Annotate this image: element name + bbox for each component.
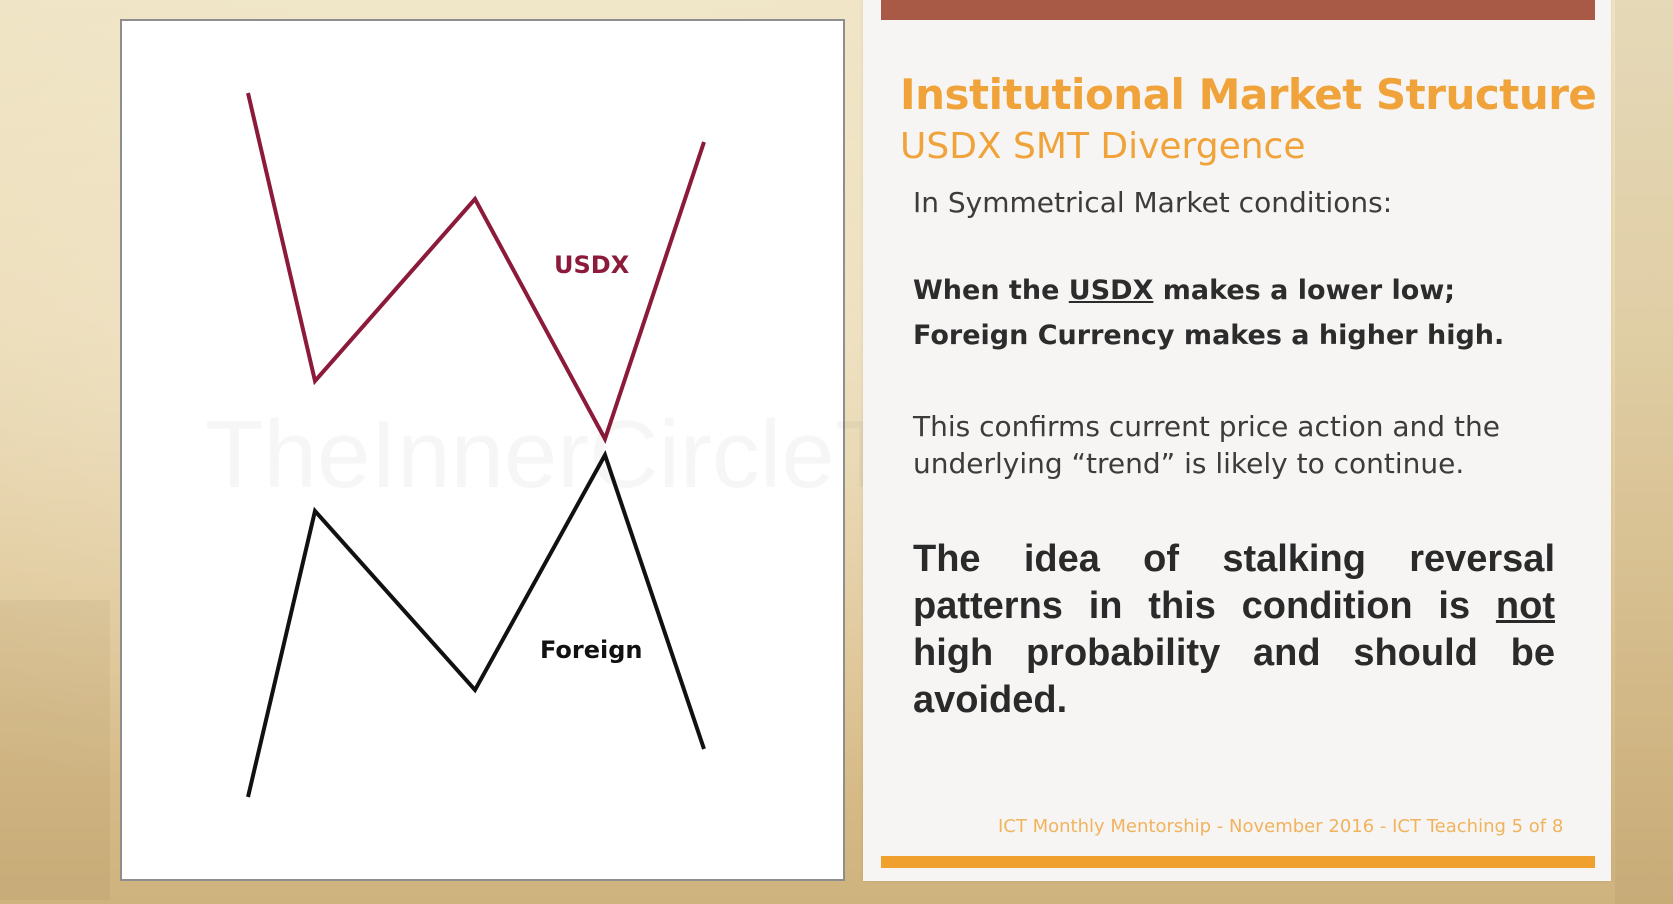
background-shape — [0, 600, 110, 900]
slide-subtitle: USDX SMT Divergence — [900, 126, 1306, 167]
rule-line-foreign: Foreign Currency makes a higher high. — [913, 320, 1505, 351]
confirm-text: This confirms current price action and t… — [913, 410, 1500, 480]
intro-text: In Symmetrical Market conditions: — [913, 186, 1393, 219]
smt-divergence-diagram: USDX Foreign — [246, 92, 706, 798]
diagram-panel: USDX Foreign — [120, 19, 845, 881]
not-emphasis: not — [1495, 585, 1555, 627]
background-shape — [1615, 0, 1673, 904]
slide-title: Institutional Market Structure — [900, 70, 1597, 119]
foreign-label: Foreign — [540, 636, 643, 664]
foreign-line — [246, 450, 706, 798]
usdx-line — [246, 92, 706, 445]
slide-footer: ICT Monthly Mentorship - November 2016 -… — [998, 816, 1564, 837]
usdx-label: USDX — [554, 251, 630, 279]
usdx-emphasis: USDX — [1068, 275, 1154, 306]
top-accent-bar — [881, 0, 1595, 20]
warning-text: The idea of stalking reversal patterns i… — [913, 536, 1555, 724]
slide-panel — [863, 0, 1611, 881]
rule-prefix: When the — [913, 275, 1069, 306]
rule-line-usdx: When the USDX makes a lower low; — [913, 275, 1455, 306]
warning-suffix: high probability and should be avoided. — [913, 632, 1555, 721]
warning-prefix: The idea of stalking reversal patterns i… — [913, 538, 1555, 627]
bottom-accent-bar — [881, 856, 1595, 868]
rule-suffix: makes a lower low; — [1153, 275, 1456, 306]
